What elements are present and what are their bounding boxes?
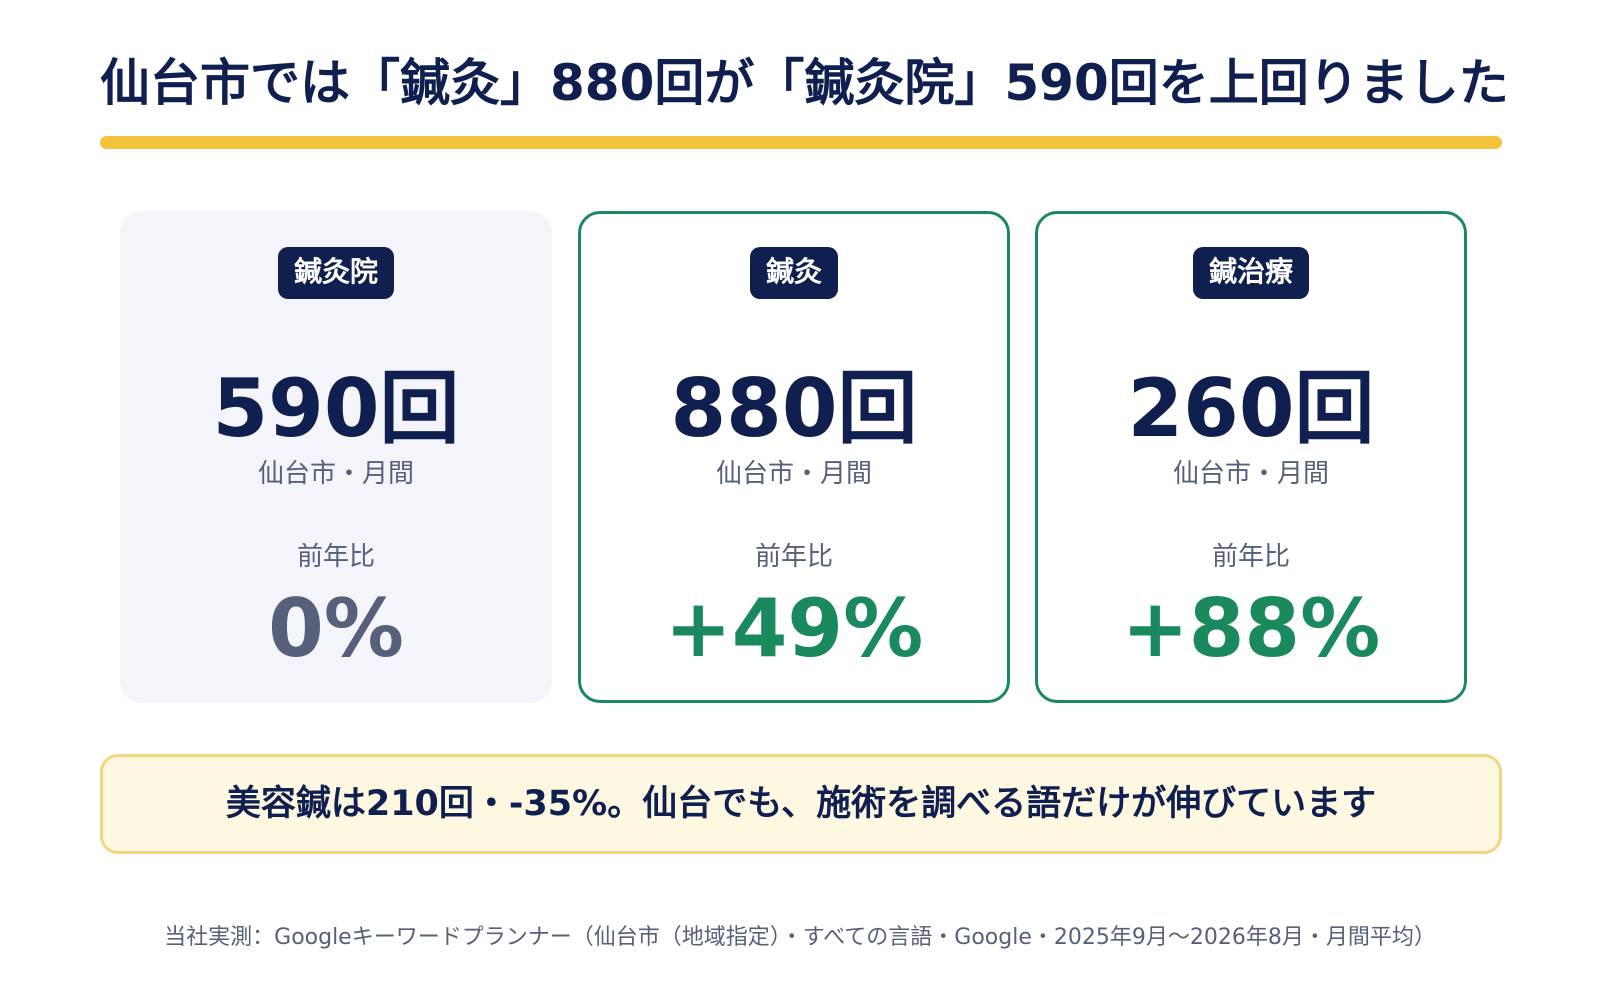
monthly-searches-value: 590回 <box>212 362 460 455</box>
yoy-value: +88% <box>1121 582 1381 675</box>
source-note: 当社実測：Googleキーワードプランナー（仙台市（地域指定）・すべての言語・G… <box>164 925 1436 950</box>
yoy-label: 前年比 <box>754 542 833 572</box>
page-title: 仙台市では「鍼灸」880回が「鍼灸院」590回を上回りました <box>100 54 1509 112</box>
stat-card-shinkyu: 鍼灸 880回 仙台市・月間 前年比 +49% <box>578 211 1010 703</box>
title-underline <box>100 136 1502 149</box>
yoy-label: 前年比 <box>296 542 375 572</box>
summary-callout: 美容鍼は210回・-35%。仙台でも、施術を調べる語だけが伸びています <box>100 754 1502 854</box>
stat-card-shinkyuin: 鍼灸院 590回 仙台市・月間 前年比 0% <box>120 211 552 703</box>
yoy-value: +49% <box>664 582 924 675</box>
keyword-badge: 鍼灸 <box>749 247 839 299</box>
value-caption: 仙台市・月間 <box>257 459 414 489</box>
keyword-badge: 鍼灸院 <box>277 247 395 299</box>
keyword-badge: 鍼治療 <box>1192 247 1310 299</box>
value-caption: 仙台市・月間 <box>1172 459 1329 489</box>
monthly-searches-value: 260回 <box>1127 362 1375 455</box>
stat-card-harichiryo: 鍼治療 260回 仙台市・月間 前年比 +88% <box>1035 211 1467 703</box>
value-caption: 仙台市・月間 <box>715 459 872 489</box>
yoy-value: 0% <box>268 582 404 675</box>
yoy-label: 前年比 <box>1211 542 1290 572</box>
stat-cards: 鍼灸院 590回 仙台市・月間 前年比 0% 鍼灸 880回 仙台市・月間 前年… <box>120 211 1482 703</box>
monthly-searches-value: 880回 <box>670 362 918 455</box>
